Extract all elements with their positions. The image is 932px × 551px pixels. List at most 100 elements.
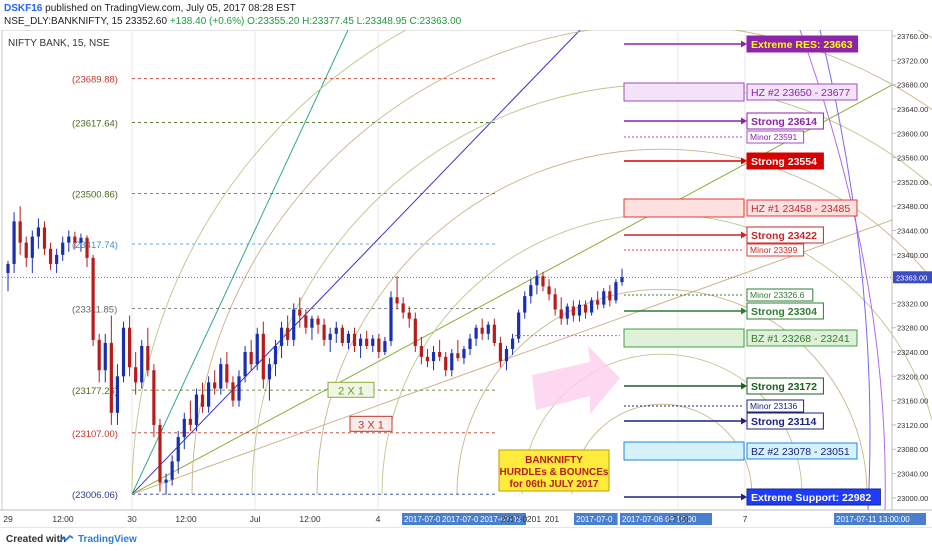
zone-label: HZ #2 23650 - 23677 bbox=[751, 87, 850, 99]
candle bbox=[383, 336, 387, 356]
candle bbox=[188, 400, 192, 432]
zone-label-box bbox=[746, 442, 858, 460]
candle bbox=[261, 321, 265, 389]
ohlc-values: O:23355.20 H:23377.45 L:23348.95 C:23363… bbox=[247, 16, 462, 27]
candle bbox=[79, 233, 83, 252]
symbol-line: NSE_DLY:BANKNIFTY, 15 23352.60 +138.40 (… bbox=[4, 16, 461, 27]
candle bbox=[371, 335, 375, 353]
level-label: Strong 23114 bbox=[751, 416, 817, 428]
candle bbox=[425, 348, 430, 368]
level-arrow bbox=[741, 493, 747, 501]
price-tick-label: 23080.00 bbox=[897, 445, 928, 454]
candle bbox=[97, 333, 101, 383]
level-label-box bbox=[746, 112, 824, 130]
candle bbox=[85, 235, 89, 267]
candle bbox=[231, 376, 235, 407]
level-arrow bbox=[741, 157, 747, 165]
chart-title: NIFTY BANK, 15, NSE bbox=[8, 38, 110, 49]
time-axis-label: 2017-0 bbox=[501, 514, 528, 524]
time-axis-label: Jul bbox=[250, 514, 261, 524]
candle bbox=[444, 352, 448, 377]
candle bbox=[517, 309, 521, 343]
author-name[interactable]: DSKF16 bbox=[4, 3, 43, 14]
zone-rect bbox=[623, 82, 745, 102]
candle bbox=[535, 270, 539, 295]
price-tick-label: 23240.00 bbox=[897, 348, 928, 357]
annotation-box-2x1 bbox=[327, 381, 375, 398]
zone-label: BZ #1 23268 - 23241 bbox=[751, 333, 850, 345]
candle bbox=[468, 333, 472, 356]
price-tick-label: 23680.00 bbox=[897, 81, 928, 90]
candle bbox=[590, 297, 594, 316]
candle bbox=[541, 271, 545, 292]
level-arrow bbox=[741, 231, 747, 239]
candle bbox=[608, 285, 612, 307]
price-tick-label: 23640.00 bbox=[897, 105, 928, 114]
last-price-badge bbox=[893, 271, 932, 284]
candle bbox=[340, 324, 344, 346]
chart-area[interactable]: (23689.88) (23617.64) (23500.86) (23417.74)… bbox=[0, 30, 932, 527]
level-label-box bbox=[746, 412, 824, 430]
level-arrow bbox=[741, 40, 747, 48]
time-axis-label: 7 bbox=[743, 514, 748, 524]
candle bbox=[164, 473, 168, 495]
candle bbox=[121, 321, 126, 383]
time-axis-label: 2017-07-05 bbox=[480, 515, 521, 524]
candle bbox=[431, 345, 436, 371]
tradingview-brand[interactable]: TradingView bbox=[78, 534, 137, 545]
candle bbox=[158, 418, 162, 492]
candle bbox=[304, 309, 308, 334]
candle bbox=[523, 291, 527, 319]
gann-level-label: (23417.74) bbox=[72, 240, 118, 251]
price-tick-label: 23560.00 bbox=[897, 154, 928, 163]
candle bbox=[559, 297, 563, 325]
candle bbox=[18, 206, 22, 255]
gann-arc bbox=[131, 30, 932, 495]
price-tick-label: 23320.00 bbox=[897, 299, 928, 308]
level-arrow bbox=[741, 307, 747, 315]
candle bbox=[298, 297, 302, 328]
minor-label: Minor 23326.6 bbox=[750, 290, 805, 300]
price-tick-label: 23600.00 bbox=[897, 129, 928, 138]
candle bbox=[316, 315, 320, 334]
gann-arc bbox=[456, 288, 868, 495]
candle bbox=[529, 279, 533, 304]
minor-label-box bbox=[746, 130, 805, 144]
minor-label-box bbox=[746, 288, 814, 302]
gann-line-1x1 bbox=[131, 30, 581, 495]
candle bbox=[48, 242, 53, 270]
level-label-box bbox=[746, 226, 824, 244]
candle bbox=[450, 348, 454, 377]
candle bbox=[462, 345, 466, 365]
candle bbox=[614, 279, 618, 304]
candle bbox=[310, 315, 314, 340]
level-arrow bbox=[741, 417, 747, 425]
zone-label: HZ #1 23458 - 23485 bbox=[751, 203, 850, 215]
time-axis-label: 30 bbox=[127, 514, 137, 524]
level-label-box bbox=[746, 35, 859, 53]
chart-header: DSKF16 published on TradingView.com, Jul… bbox=[0, 0, 932, 30]
level-arrow bbox=[741, 117, 747, 125]
level-label: Strong 23614 bbox=[751, 116, 817, 128]
candle bbox=[249, 339, 253, 371]
candle bbox=[328, 327, 332, 353]
time-axis-label: 29 bbox=[3, 514, 13, 524]
time-axis-badge bbox=[440, 513, 488, 525]
candle bbox=[115, 364, 120, 425]
level-label: Strong 23554 bbox=[751, 156, 817, 168]
zone-label-box bbox=[746, 199, 858, 217]
candle bbox=[152, 364, 156, 438]
candle bbox=[401, 297, 405, 319]
banner-line-2: HURDLEs & BOUNCEs bbox=[500, 467, 609, 478]
candle bbox=[419, 336, 423, 365]
price-tick-label: 23200.00 bbox=[897, 372, 928, 381]
plot-frame bbox=[1, 30, 893, 511]
candle bbox=[103, 333, 107, 383]
candle bbox=[510, 333, 515, 356]
price-change: +138.40 (+0.6%) bbox=[169, 16, 245, 27]
zone-rect bbox=[623, 328, 745, 348]
time-axis-label: 2017-07-06 09:15:00 bbox=[622, 515, 697, 524]
candle bbox=[42, 221, 47, 255]
minor-label: Minor 23591 bbox=[750, 132, 798, 142]
time-axis-label: 12:00 bbox=[52, 514, 74, 524]
